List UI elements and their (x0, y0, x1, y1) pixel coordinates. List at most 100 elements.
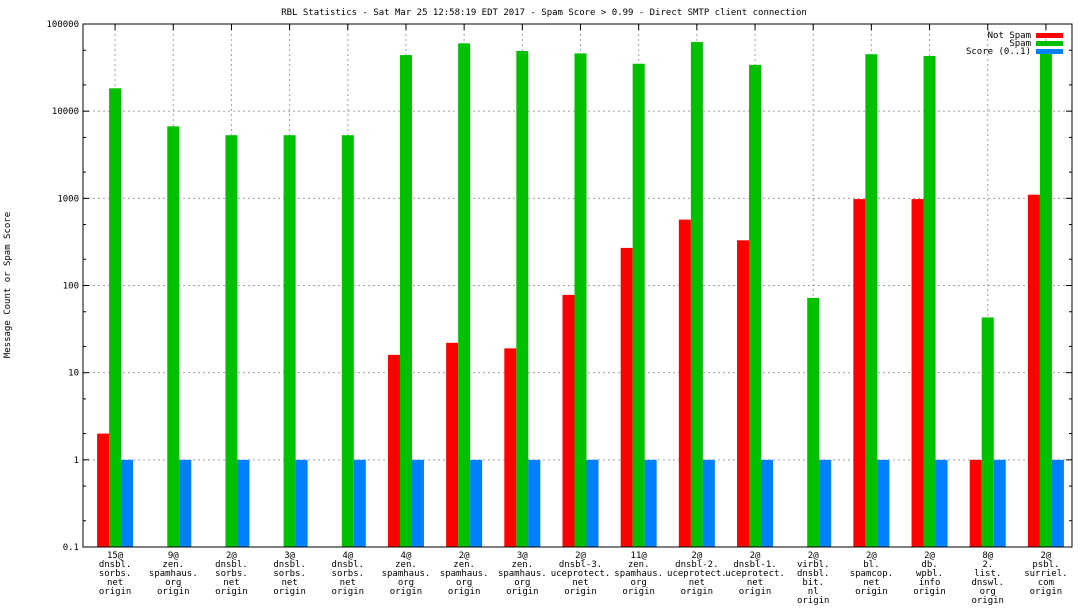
x-tick-label-line: org (631, 578, 647, 588)
bar-score-0-1- (1051, 459, 1064, 547)
x-tick-label-line: 3@ (517, 551, 528, 561)
x-tick-label-line: net (281, 578, 297, 588)
x-tick-label: 2@ virbl. dnsbl. bit. nl origin (797, 551, 830, 606)
bar-score-0-1- (295, 459, 308, 547)
x-tick-label: 2@ dnsbl. sorbs. net origin (215, 551, 248, 597)
bar-spam (574, 53, 587, 548)
bar-score-0-1- (935, 459, 948, 547)
x-tick-label: 2@ dnsbl-2. uceprotect. net origin (667, 551, 727, 597)
x-tick-label-line: uceprotect. (725, 569, 785, 579)
bar-not-spam (911, 199, 924, 547)
x-tick-label-line: origin (99, 587, 132, 597)
bar-score-0-1- (644, 459, 657, 547)
x-tick-label: 2@ db. wpbl. info origin (913, 551, 946, 597)
x-tick-label-line: spamhaus. (149, 569, 198, 579)
x-tick-label-line: origin (797, 596, 830, 606)
x-tick-label-line: sorbs. (215, 569, 248, 579)
bar-score-0-1- (761, 459, 774, 547)
x-tick-label-line: org (456, 578, 472, 588)
bar-score-0-1- (877, 459, 890, 547)
bar-not-spam (678, 219, 691, 547)
bars (97, 42, 1064, 548)
bar-spam (865, 54, 878, 548)
bar-score-0-1- (411, 459, 424, 547)
x-tick-label-line: net (747, 578, 763, 588)
x-tick-label-line: origin (215, 587, 248, 597)
legend-label: Not Spam (988, 31, 1031, 41)
bar-spam (341, 135, 354, 547)
bar-score-0-1- (993, 459, 1006, 547)
x-tick-label-line: 2@ (808, 551, 819, 561)
x-tick-label-line: 2@ (866, 551, 877, 561)
x-tick-label-line: dnsbl. (797, 569, 830, 579)
bar-not-spam (853, 199, 866, 547)
x-tick-label-line: db. (921, 560, 937, 570)
bar-score-0-1- (586, 459, 599, 547)
x-tick-label: 9@ zen. spamhaus. org origin (149, 551, 198, 597)
x-tick-label-line: bl. (863, 560, 879, 570)
x-tick-label-line: psbl. (1032, 560, 1059, 570)
x-tick-label-line: 15@ (107, 551, 124, 561)
x-tick-label-line: 8@ (982, 551, 993, 561)
x-tick-label-line: net (340, 578, 356, 588)
x-tick-label-line: 2. (982, 560, 993, 570)
x-tick-label-line: origin (448, 587, 481, 597)
legend-swatch (1036, 41, 1063, 46)
y-tick-label: 1 (74, 456, 79, 466)
x-tick-label-line: dnsbl. (273, 560, 306, 570)
x-tick-label-line: zen. (511, 560, 533, 570)
x-tick-label-line: 2@ (226, 551, 237, 561)
y-tick-label: 10000 (52, 107, 79, 117)
x-tick-label-line: 4@ (401, 551, 412, 561)
bar-not-spam (97, 433, 110, 547)
x-tick-label: 2@ dnsbl-1. uceprotect. net origin (725, 551, 785, 597)
y-tick-label: 100000 (46, 20, 79, 30)
x-tick-label-line: dnsbl. (99, 560, 132, 570)
x-tick-label-line: info (919, 578, 941, 588)
x-tick-label: 8@ 2. list. dnswl. org origin (971, 551, 1004, 606)
x-tick-label-line: spamhaus. (614, 569, 663, 579)
x-tick-label-line: 11@ (631, 551, 648, 561)
x-tick-label: 4@ dnsbl. sorbs. net origin (332, 551, 365, 597)
bar-spam (399, 55, 412, 547)
bar-spam (690, 42, 703, 547)
x-tick-label-line: dnswl. (971, 578, 1004, 588)
x-tick-label-line: 2@ (691, 551, 702, 561)
x-tick-label: 15@ dnsbl. sorbs. net origin (99, 551, 132, 597)
x-tick-label-line: org (980, 587, 996, 597)
x-tick-label-line: org (165, 578, 181, 588)
x-tick-label-line: origin (332, 587, 365, 597)
bar-spam (632, 63, 645, 548)
x-tick-label: 3@ zen. spamhaus. org origin (498, 551, 547, 597)
bar-spam (458, 43, 471, 547)
x-tick-label: 2@ bl. spamcop. net origin (850, 551, 893, 597)
x-tick-label-line: com (1038, 578, 1054, 588)
x-tick-label-line: zen. (395, 560, 417, 570)
x-tick-label-line: zen. (453, 560, 475, 570)
bar-spam (225, 135, 238, 547)
legend-swatch (1036, 49, 1063, 54)
x-tick-label-line: origin (739, 587, 772, 597)
x-tick-label-line: 2@ (750, 551, 761, 561)
x-tick-label-line: origin (855, 587, 888, 597)
bar-spam (109, 88, 122, 548)
x-tick-label-line: origin (506, 587, 539, 597)
x-tick-label-line: 4@ (342, 551, 353, 561)
x-tick-label-line: sorbs. (273, 569, 306, 579)
y-axis-label: Message Count or Spam Score (3, 212, 13, 358)
bar-score-0-1- (528, 459, 541, 547)
x-tick-label-line: org (398, 578, 414, 588)
x-tick-label-line: net (689, 578, 705, 588)
bar-spam (283, 135, 296, 547)
x-tick-label-line: origin (681, 587, 714, 597)
legend-label: Score (0..1) (966, 47, 1031, 57)
bar-score-0-1- (819, 459, 832, 547)
x-tick-label-line: origin (913, 587, 946, 597)
bar-spam (167, 126, 180, 547)
x-tick-label-line: 2@ (1040, 551, 1051, 561)
x-tick-label-line: dnsbl-1. (733, 560, 776, 570)
x-tick-label: 3@ dnsbl. sorbs. net origin (273, 551, 306, 597)
x-tick-label-line: bit. (802, 578, 824, 588)
bar-score-0-1- (470, 459, 483, 547)
